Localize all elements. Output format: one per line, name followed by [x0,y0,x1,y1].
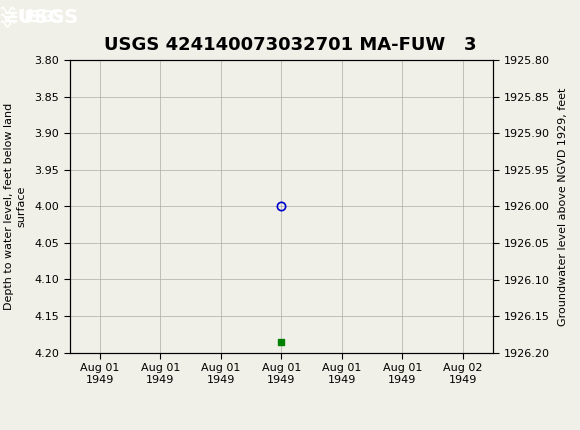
Y-axis label: Depth to water level, feet below land
surface: Depth to water level, feet below land su… [5,103,26,310]
Text: USGS 424140073032701 MA-FUW   3: USGS 424140073032701 MA-FUW 3 [104,36,476,54]
Y-axis label: Groundwater level above NGVD 1929, feet: Groundwater level above NGVD 1929, feet [558,87,568,326]
Text: USGS: USGS [17,10,64,25]
Text: ≡USGS: ≡USGS [3,8,79,27]
